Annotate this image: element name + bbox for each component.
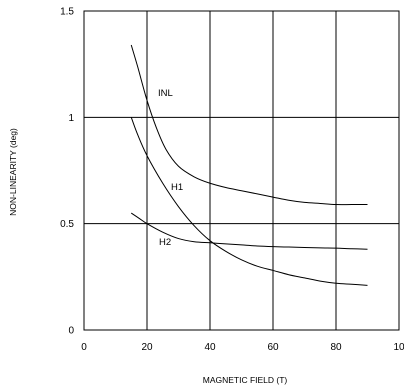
plot-frame	[83, 10, 400, 331]
x-tick-label: 0	[81, 342, 87, 353]
y-tick-label: 0	[68, 326, 74, 337]
y-tick-label: 1.5	[60, 7, 74, 18]
x-tick-label: 80	[330, 342, 342, 353]
x-tick-label: 20	[141, 342, 153, 353]
series-line-inl	[130, 44, 368, 206]
grid	[84, 11, 399, 330]
y-tick-label: 1	[68, 113, 74, 124]
y-axis-label: NON-LINEARITY (deg)	[8, 128, 18, 216]
series-label-inl: INL	[158, 88, 173, 99]
y-tick-label: 0.5	[60, 219, 74, 230]
x-tick-label: 40	[204, 342, 216, 353]
x-tick-label: 10	[393, 342, 404, 353]
series-curves	[130, 44, 368, 286]
x-tick-label: 60	[267, 342, 279, 353]
series-label-h1: H1	[171, 182, 183, 193]
series-label-h2: H2	[159, 237, 171, 248]
x-axis-label: MAGNETIC FIELD (T)	[203, 375, 288, 385]
series-line-h1	[130, 117, 368, 286]
x-axis-ticks: 0 20 40 60 80 10	[81, 342, 404, 353]
y-axis-ticks: 0 0.5 1 1.5	[60, 7, 74, 337]
series-labels: INL H1 H2	[158, 88, 183, 248]
series-line-h2	[130, 212, 368, 250]
